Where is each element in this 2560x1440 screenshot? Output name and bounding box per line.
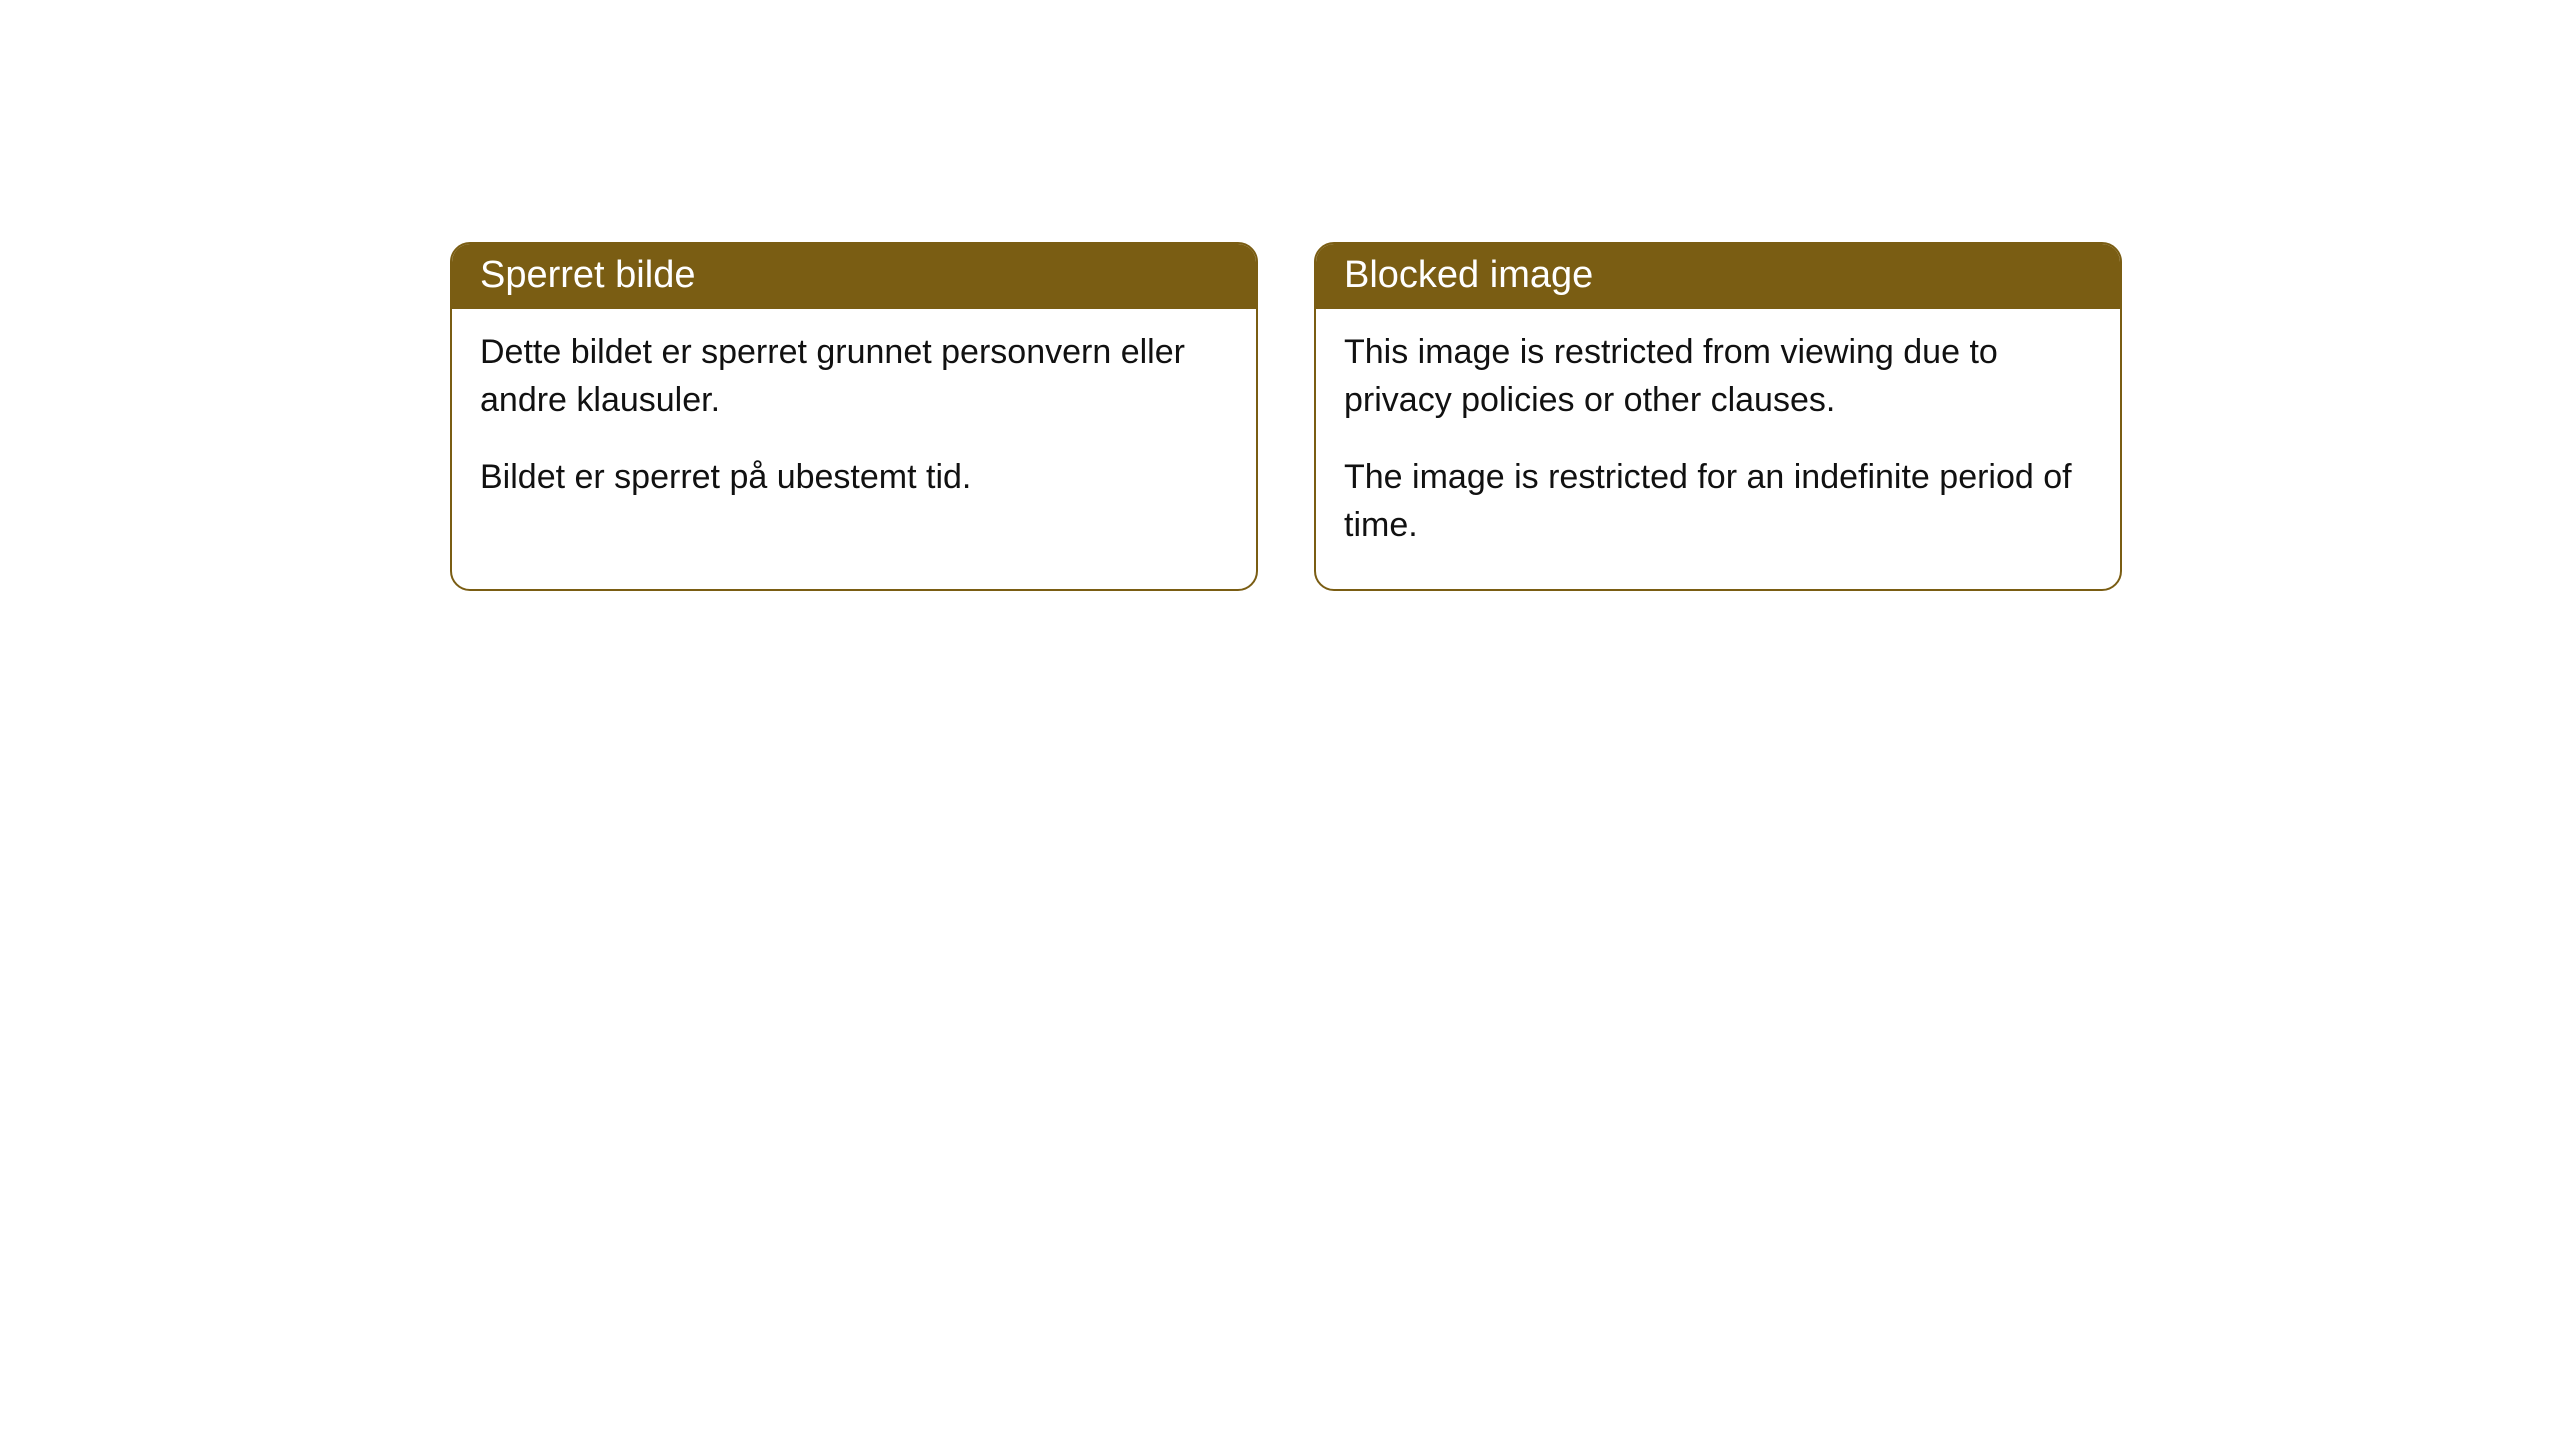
card-header-norwegian: Sperret bilde xyxy=(452,244,1256,309)
card-paragraph: Dette bildet er sperret grunnet personve… xyxy=(480,329,1228,424)
card-header-english: Blocked image xyxy=(1316,244,2120,309)
card-norwegian: Sperret bilde Dette bildet er sperret gr… xyxy=(450,242,1258,591)
card-paragraph: Bildet er sperret på ubestemt tid. xyxy=(480,454,1228,502)
card-body-english: This image is restricted from viewing du… xyxy=(1316,309,2120,589)
card-paragraph: The image is restricted for an indefinit… xyxy=(1344,454,2092,549)
cards-container: Sperret bilde Dette bildet er sperret gr… xyxy=(450,242,2122,591)
card-english: Blocked image This image is restricted f… xyxy=(1314,242,2122,591)
card-paragraph: This image is restricted from viewing du… xyxy=(1344,329,2092,424)
card-body-norwegian: Dette bildet er sperret grunnet personve… xyxy=(452,309,1256,542)
